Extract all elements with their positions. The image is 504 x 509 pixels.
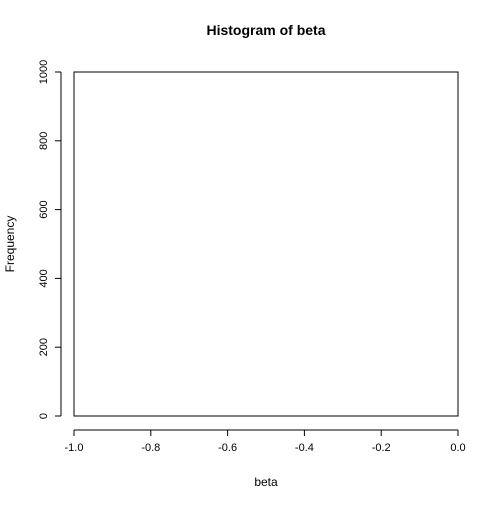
x-tick-label: -0.8 (141, 442, 160, 454)
y-tick-label: 800 (38, 132, 50, 150)
x-tick-label: 0.0 (450, 442, 465, 454)
x-tick-label: -0.6 (218, 442, 237, 454)
x-tick-label: -1.0 (65, 442, 84, 454)
chart-title: Histogram of beta (206, 22, 325, 38)
x-ticks: -1.0 -0.8 -0.6 -0.4 -0.2 0.0 (65, 430, 466, 454)
y-ticks: 0 200 400 600 800 1000 (38, 60, 61, 419)
y-tick-label: 0 (38, 413, 50, 419)
y-axis-label: Frequency (3, 216, 17, 273)
x-axis: -1.0 -0.8 -0.6 -0.4 -0.2 0.0 (65, 429, 466, 454)
y-axis: 0 200 400 600 800 1000 (38, 60, 62, 419)
x-tick-label: -0.2 (372, 442, 391, 454)
x-axis-label: beta (254, 475, 278, 489)
plot-frame (73, 71, 459, 417)
y-tick-label: 1000 (38, 60, 50, 84)
x-tick-label: -0.4 (295, 442, 314, 454)
y-tick-label: 400 (38, 269, 50, 287)
y-tick-label: 200 (38, 338, 50, 356)
y-tick-label: 600 (38, 200, 50, 218)
